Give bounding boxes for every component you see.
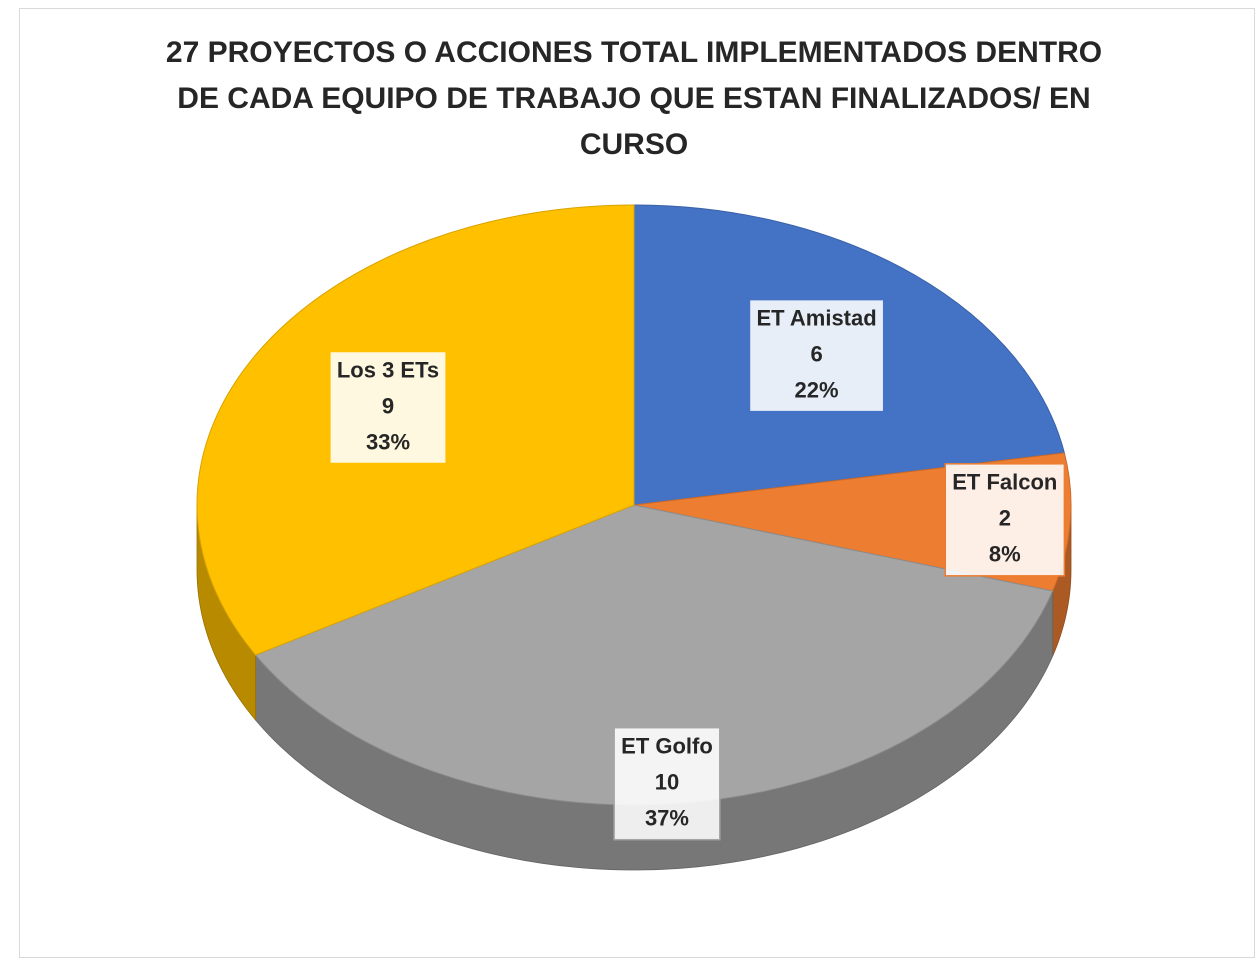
data-label-percent: 8%: [989, 542, 1021, 567]
data-label: ET Amistad 6 22%: [748, 298, 885, 413]
data-label-percent: 22%: [795, 377, 839, 402]
data-label-box: [748, 298, 885, 413]
data-label-value: 10: [655, 769, 679, 794]
chart-frame: [19, 8, 1255, 958]
data-label: ET Golfo 10 37%: [613, 726, 721, 841]
data-label-value: 2: [999, 506, 1011, 531]
data-label-category: ET Falcon: [952, 470, 1057, 495]
data-label: Los 3 ETs 9 33%: [329, 350, 447, 465]
data-label: ET Falcon 2 8%: [944, 463, 1066, 577]
data-label-percent: 33%: [366, 429, 410, 454]
data-label-box: [944, 463, 1066, 577]
data-label-value: 9: [382, 393, 394, 418]
data-label-box: [329, 350, 447, 465]
data-label-category: ET Golfo: [621, 733, 713, 758]
chart-title: 27 PROYECTOS O ACCIONES TOTAL IMPLEMENTA…: [165, 36, 1103, 161]
data-label-percent: 37%: [645, 805, 689, 830]
data-label-category: Los 3 ETs: [337, 357, 439, 382]
data-label-category: ET Amistad: [756, 305, 876, 330]
data-label-box: [613, 726, 721, 841]
data-label-value: 6: [810, 341, 822, 366]
